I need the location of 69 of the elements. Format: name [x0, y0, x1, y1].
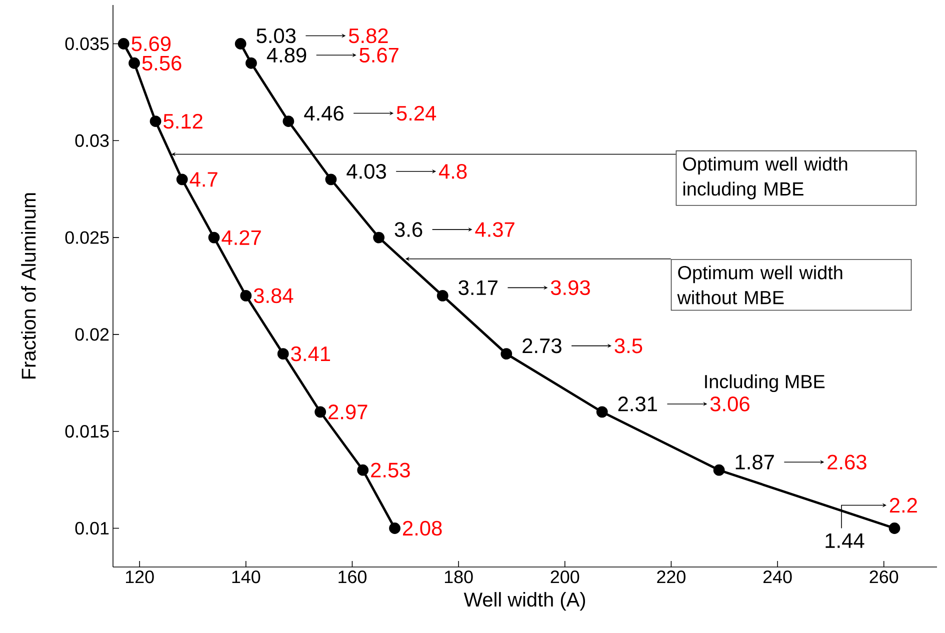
x-tick-label: 140: [232, 570, 260, 584]
x-tick-label: 240: [763, 570, 792, 584]
annotation: 2.63: [828, 454, 866, 470]
annotation: 2.31: [618, 396, 657, 412]
x-tick-label: 260: [870, 570, 898, 584]
point: [500, 348, 512, 360]
annotation: 3.6: [394, 222, 422, 237]
annotation: 2.97: [328, 404, 368, 420]
y-tick-label: 0.03: [75, 134, 109, 147]
annotation: 5.67: [360, 48, 398, 63]
point: [150, 116, 162, 127]
point: [246, 57, 257, 69]
annotation: 4.89: [266, 48, 306, 63]
point: [240, 290, 252, 302]
annotation: 4.27: [222, 230, 261, 245]
annotation: 3.84: [254, 288, 294, 304]
y-tick-label: 0.01: [75, 522, 109, 535]
annotation: 1.87: [736, 454, 774, 470]
point: [888, 522, 900, 534]
annotation: 2.2: [890, 498, 917, 513]
annotation: 4.46: [304, 106, 344, 121]
annotation: 4.7: [190, 172, 218, 187]
y-tick-label: 0.035: [65, 37, 109, 50]
annotation: Optimum well width without MBE: [677, 265, 842, 304]
annotation: 3.93: [550, 280, 590, 296]
annotation: 5.69: [132, 36, 171, 52]
point: [713, 464, 725, 476]
annotation: 5.56: [142, 56, 182, 71]
annotation: Including MBE: [705, 374, 825, 392]
annotation: 4.03: [346, 164, 386, 179]
annotation: 1.44: [826, 533, 864, 548]
annotation: 4.37: [475, 222, 514, 237]
x-tick-label: 120: [126, 570, 154, 584]
point: [176, 174, 188, 186]
x-tick-label: 200: [550, 570, 580, 584]
point: [118, 38, 130, 50]
annotation: 3.17: [458, 280, 498, 296]
point: [436, 290, 448, 302]
annotation: 5.24: [396, 106, 436, 121]
annotation: 5.12: [164, 114, 202, 129]
x-tick-label: 220: [657, 570, 686, 584]
annotation: 3.5: [614, 338, 642, 354]
x-tick-label: 180: [444, 570, 473, 584]
annotation: 3.06: [710, 396, 750, 412]
y-tick-label: 0.015: [65, 424, 109, 438]
annotation: 5.82: [348, 28, 388, 44]
annotation: Optimum well width including MBE: [683, 156, 848, 200]
annotation: 4.8: [438, 164, 467, 179]
point: [373, 232, 385, 244]
y-tick-label: 0.02: [75, 328, 109, 341]
annotation: 2.73: [522, 338, 562, 354]
annotation: 2.08: [403, 520, 442, 536]
annotation: 2.53: [371, 462, 410, 478]
point: [128, 57, 140, 69]
annotation: 3.41: [291, 346, 330, 362]
point: [282, 116, 294, 127]
x-tick-label: 160: [338, 570, 366, 584]
point: [325, 174, 337, 186]
point: [357, 464, 369, 476]
annotation: 5.03: [256, 28, 296, 44]
x-axis-title: Well width (A): [464, 592, 586, 611]
point: [596, 406, 608, 418]
y-axis-title: Fraction of Aluminum: [21, 193, 36, 378]
point: [389, 522, 400, 534]
y-tick-label: 0.025: [65, 231, 109, 244]
point: [234, 38, 246, 50]
point: [208, 232, 220, 244]
point: [314, 406, 326, 418]
point: [277, 348, 289, 360]
